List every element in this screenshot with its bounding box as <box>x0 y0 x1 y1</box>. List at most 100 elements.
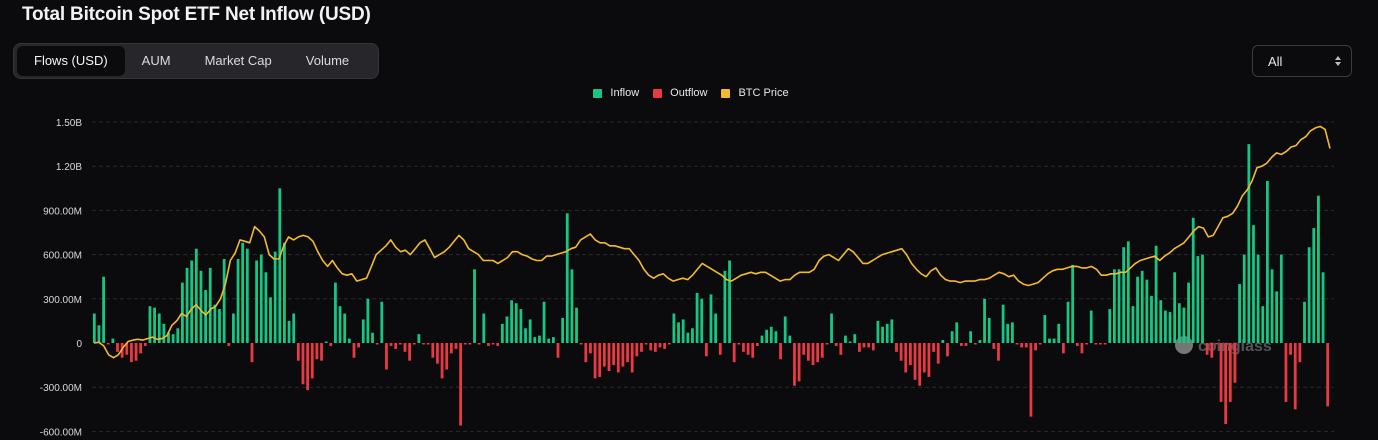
inflow-bar[interactable] <box>533 337 537 343</box>
outflow-bar[interactable] <box>630 343 634 373</box>
inflow-bar[interactable] <box>181 282 184 343</box>
outflow-bar[interactable] <box>431 343 435 358</box>
outflow-bar[interactable] <box>718 343 722 355</box>
inflow-bar[interactable] <box>334 282 337 343</box>
outflow-bar[interactable] <box>1228 343 1232 402</box>
legend-item-outflow[interactable]: Outflow <box>653 87 707 99</box>
outflow-bar[interactable] <box>1099 343 1102 345</box>
inflow-bar[interactable] <box>417 334 421 343</box>
tab-aum[interactable]: AUM <box>141 53 171 68</box>
outflow-bar[interactable] <box>329 343 333 346</box>
inflow-bar[interactable] <box>1279 254 1283 343</box>
inflow-bar[interactable] <box>111 338 115 343</box>
inflow-bar[interactable] <box>844 335 847 343</box>
outflow-bar[interactable] <box>579 343 583 345</box>
outflow-bar[interactable] <box>653 343 657 352</box>
inflow-bar[interactable] <box>881 326 884 343</box>
inflow-bar[interactable] <box>955 322 959 343</box>
outflow-bar[interactable] <box>106 343 110 345</box>
outflow-bar[interactable] <box>918 343 922 386</box>
inflow-bar[interactable] <box>519 309 523 343</box>
outflow-bar[interactable] <box>436 343 439 364</box>
outflow-bar[interactable] <box>463 343 467 345</box>
inflow-bar[interactable] <box>1270 269 1274 343</box>
outflow-bar[interactable] <box>1326 343 1330 407</box>
inflow-bar[interactable] <box>1256 254 1260 343</box>
inflow-bar[interactable] <box>97 325 101 343</box>
inflow-bar[interactable] <box>1154 245 1158 343</box>
outflow-bar[interactable] <box>477 343 481 345</box>
inflow-bar[interactable] <box>236 259 240 343</box>
inflow-bar[interactable] <box>1201 254 1204 343</box>
outflow-bar[interactable] <box>927 343 931 377</box>
outflow-bar[interactable] <box>125 343 129 355</box>
inflow-bar[interactable] <box>199 270 203 343</box>
outflow-bar[interactable] <box>839 343 843 355</box>
outflow-bar[interactable] <box>1210 343 1214 358</box>
inflow-bar[interactable] <box>695 292 699 343</box>
outflow-bar[interactable] <box>997 343 1000 361</box>
inflow-bar[interactable] <box>575 307 578 343</box>
inflow-bar[interactable] <box>848 341 852 343</box>
inflow-bar[interactable] <box>1275 291 1279 343</box>
inflow-bar[interactable] <box>890 319 894 343</box>
inflow-bar[interactable] <box>723 270 727 343</box>
outflow-bar[interactable] <box>385 343 388 370</box>
outflow-bar[interactable] <box>459 343 463 426</box>
inflow-bar[interactable] <box>783 316 787 343</box>
outflow-bar[interactable] <box>1284 343 1288 402</box>
inflow-bar[interactable] <box>853 334 857 343</box>
outflow-bar[interactable] <box>922 343 926 373</box>
inflow-bar[interactable] <box>672 313 676 343</box>
outflow-bar[interactable] <box>130 343 133 363</box>
outflow-bar[interactable] <box>422 343 425 345</box>
inflow-bar[interactable] <box>885 323 889 343</box>
outflow-bar[interactable] <box>797 343 801 382</box>
inflow-bar[interactable] <box>1321 272 1325 343</box>
outflow-bar[interactable] <box>779 343 782 360</box>
inflow-bar[interactable] <box>1187 282 1190 343</box>
inflow-bar[interactable] <box>714 313 718 343</box>
inflow-bar[interactable] <box>1266 180 1269 343</box>
inflow-bar[interactable] <box>153 307 156 343</box>
inflow-bar[interactable] <box>1052 338 1056 343</box>
inflow-bar[interactable] <box>1131 306 1135 343</box>
outflow-bar[interactable] <box>667 343 671 345</box>
inflow-bar[interactable] <box>1122 247 1126 343</box>
outflow-bar[interactable] <box>491 343 495 345</box>
inflow-bar[interactable] <box>343 313 347 343</box>
inflow-bar[interactable] <box>380 301 384 343</box>
inflow-bar[interactable] <box>830 313 833 343</box>
inflow-bar[interactable] <box>292 313 296 343</box>
outflow-bar[interactable] <box>1080 343 1084 354</box>
inflow-bar[interactable] <box>774 331 778 343</box>
inflow-bar[interactable] <box>1001 304 1005 343</box>
inflow-bar[interactable] <box>969 331 973 343</box>
outflow-bar[interactable] <box>375 343 379 345</box>
inflow-bar[interactable] <box>473 269 476 343</box>
outflow-bar[interactable] <box>1215 343 1218 345</box>
inflow-bar[interactable] <box>1145 279 1149 343</box>
inflow-bar[interactable] <box>1057 323 1061 343</box>
inflow-bar[interactable] <box>1164 310 1167 343</box>
inflow-bar[interactable] <box>157 313 161 343</box>
outflow-bar[interactable] <box>737 343 741 345</box>
outflow-bar[interactable] <box>1219 343 1223 402</box>
outflow-bar[interactable] <box>1062 343 1065 354</box>
inflow-bar[interactable] <box>208 267 212 343</box>
outflow-bar[interactable] <box>964 343 968 346</box>
outflow-bar[interactable] <box>394 343 398 349</box>
outflow-bar[interactable] <box>946 343 949 357</box>
inflow-bar[interactable] <box>1126 241 1130 343</box>
inflow-bar[interactable] <box>269 297 272 343</box>
inflow-bar[interactable] <box>92 313 96 343</box>
outflow-bar[interactable] <box>802 343 806 355</box>
inflow-bar[interactable] <box>1303 301 1306 343</box>
outflow-bar[interactable] <box>932 343 935 352</box>
inflow-bar[interactable] <box>561 317 565 343</box>
inflow-bar[interactable] <box>259 254 263 343</box>
outflow-bar[interactable] <box>793 343 796 386</box>
inflow-bar[interactable] <box>190 260 194 343</box>
inflow-bar[interactable] <box>551 337 555 343</box>
inflow-bar[interactable] <box>1150 295 1153 343</box>
